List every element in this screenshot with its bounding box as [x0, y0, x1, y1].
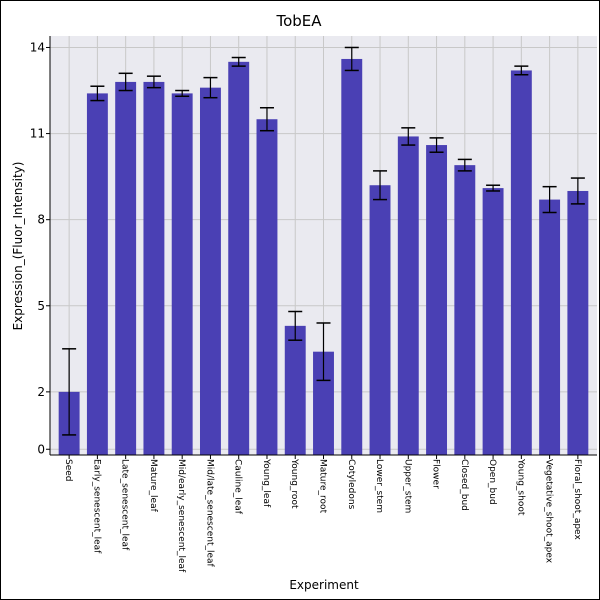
- x-tick-label: Cauline_leaf: [233, 459, 243, 515]
- chart-title: TobEA: [275, 12, 322, 30]
- x-tick-label: Young_leaf: [261, 458, 271, 508]
- x-tick-label: Open_bud: [487, 459, 497, 505]
- x-tick-label: Seed: [63, 459, 73, 482]
- bar: [284, 325, 306, 455]
- bar: [482, 188, 504, 456]
- bar: [567, 190, 589, 455]
- x-tick-label: Floral_shoot_apex: [572, 459, 582, 540]
- bar: [115, 81, 137, 455]
- x-tick-label: Young_root: [289, 458, 299, 509]
- bar: [510, 70, 532, 455]
- y-tick-label: 8: [37, 213, 45, 227]
- y-axis-label: Expression_(Fluor_Intensity): [11, 162, 25, 331]
- x-tick-label: Mature_leaf: [148, 459, 158, 513]
- bar: [539, 199, 561, 455]
- y-tick-label: 14: [30, 40, 45, 54]
- bar: [397, 136, 419, 456]
- bar: [454, 165, 476, 455]
- y-tick-label: 2: [37, 385, 45, 399]
- x-tick-label: Upper_stem: [402, 459, 412, 513]
- bar: [256, 119, 278, 456]
- x-tick-label: Cotyledons: [346, 459, 356, 510]
- y-tick-label: 11: [30, 127, 45, 141]
- bar: [143, 81, 165, 455]
- x-tick-label: Early_senescent_leaf: [91, 459, 101, 554]
- x-tick-label: Vegetative_shoot_apex: [544, 459, 554, 564]
- x-tick-label: Mature_root: [318, 459, 328, 514]
- x-tick-label: Lower_stem: [374, 459, 384, 513]
- bar: [199, 87, 221, 455]
- y-tick-label: 5: [37, 299, 45, 313]
- x-tick-label: Young_shoot: [515, 458, 525, 516]
- x-tick-label: Late_senescent_leaf: [120, 459, 130, 551]
- bar: [426, 145, 448, 455]
- bar: [313, 351, 334, 455]
- plot-area: 0 2 5 8 11 14 Seed Early_senescent_leaf Late_sen…: [30, 36, 597, 573]
- bar: [228, 61, 250, 455]
- bar: [369, 185, 391, 455]
- x-axis-label: Experiment: [289, 578, 359, 592]
- y-tick-label: 0: [37, 442, 45, 456]
- bar: [341, 58, 363, 456]
- x-tick-label: Closed_bud: [459, 459, 469, 511]
- x-tick-label: Mid/late_senescent_leaf: [204, 459, 214, 568]
- x-tick-label: Mid/early_senescent_leaf: [176, 459, 186, 573]
- bar: [171, 93, 193, 455]
- x-tick-label: Flower: [431, 459, 441, 489]
- bar: [86, 93, 108, 455]
